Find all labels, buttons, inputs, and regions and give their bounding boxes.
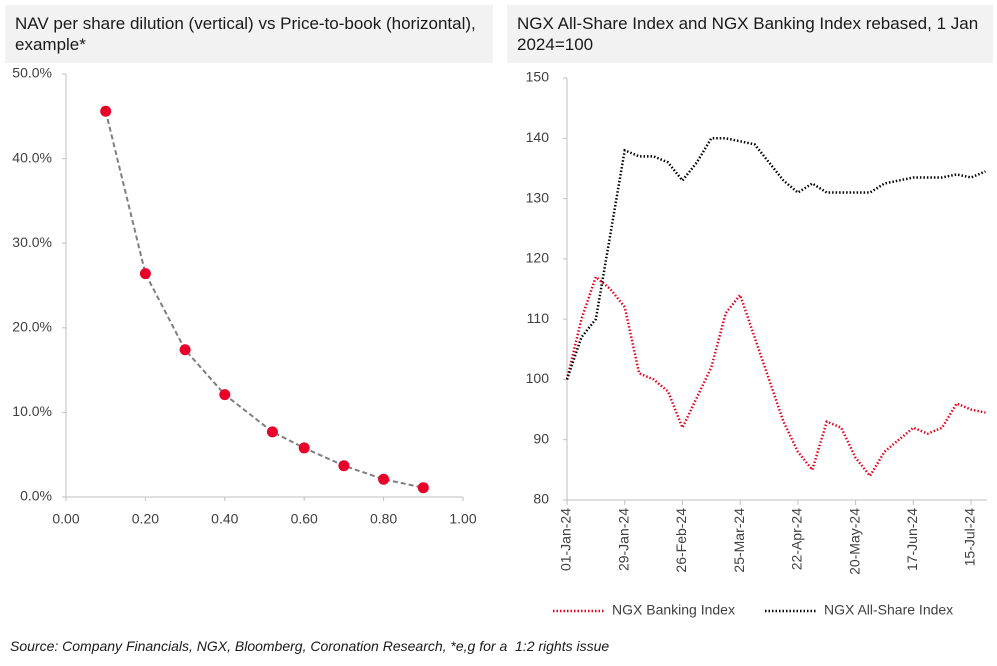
y-tick-label: 150 [526, 69, 550, 85]
dilution-line [104, 110, 424, 489]
x-tick-label: 0.80 [370, 511, 397, 527]
y-tick-label: 0.0% [20, 488, 52, 504]
legend-label: NGX Banking Index [612, 602, 735, 618]
x-tick-label: 17-Jun-24 [904, 508, 920, 571]
x-tick-label: 29-Jan-24 [615, 508, 631, 571]
footnote: Source: Company Financials, NGX, Bloombe… [10, 638, 610, 654]
x-tick-label: 01-Jan-24 [558, 508, 574, 571]
x-tick-label: 26-Feb-24 [673, 508, 689, 573]
y-tick-label: 50.0% [12, 65, 52, 81]
x-tick-label: 0.20 [132, 511, 159, 527]
point [417, 482, 429, 494]
chart-title: NGX All-Share Index and NGX Banking Inde… [507, 5, 993, 63]
y-tick-label: 10.0% [12, 403, 52, 419]
point [139, 268, 151, 280]
y-tick-label: 120 [526, 250, 550, 266]
point [100, 105, 112, 117]
point [179, 344, 191, 356]
x-tick-label: 25-Mar-24 [731, 508, 747, 573]
x-tick-label: 22-Apr-24 [789, 508, 805, 570]
point [338, 460, 350, 472]
point [298, 442, 310, 454]
y-tick-label: 20.0% [12, 319, 52, 335]
y-tick-label: 80 [533, 491, 549, 507]
legend-label: NGX All-Share Index [824, 602, 953, 618]
series-line [565, 274, 986, 479]
x-tick-label: 15-Jul-24 [962, 508, 978, 567]
x-tick-label: 1.00 [449, 511, 476, 527]
y-tick-label: 40.0% [12, 149, 52, 165]
y-tick-label: 30.0% [12, 234, 52, 250]
chart-title: NAV per share dilution (vertical) vs Pri… [5, 5, 493, 63]
point [266, 426, 278, 438]
x-tick-label: 20-May-24 [846, 508, 862, 575]
y-tick-label: 140 [526, 129, 550, 145]
y-tick-label: 130 [526, 189, 550, 205]
x-tick-label: 0.60 [291, 511, 318, 527]
point [219, 389, 231, 401]
y-tick-label: 90 [533, 430, 549, 446]
point [378, 473, 390, 485]
y-tick-label: 100 [526, 370, 550, 386]
x-tick-label: 0.40 [211, 511, 238, 527]
x-tick-label: 0.00 [52, 511, 79, 527]
series-line [565, 137, 986, 380]
y-tick-label: 110 [527, 310, 550, 326]
